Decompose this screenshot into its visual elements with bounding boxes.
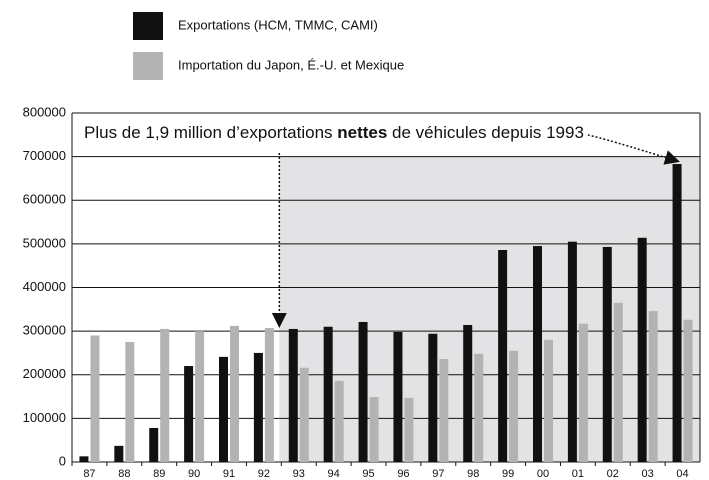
legend-label: Exportations (HCM, TMMC, CAMI) bbox=[178, 17, 378, 32]
bar bbox=[602, 246, 612, 462]
bar bbox=[264, 328, 274, 462]
bar bbox=[648, 311, 658, 462]
bar bbox=[230, 325, 239, 462]
x-tick-label: 93 bbox=[293, 468, 305, 480]
bar bbox=[149, 427, 159, 462]
x-tick-label: 02 bbox=[607, 468, 619, 480]
legend-label: Importation du Japon, É.-U. et Mexique bbox=[178, 57, 404, 72]
bar bbox=[428, 333, 438, 462]
bar bbox=[474, 353, 484, 462]
x-tick-label: 97 bbox=[432, 468, 444, 480]
bar bbox=[114, 445, 124, 462]
y-tick-label: 800000 bbox=[23, 104, 66, 119]
bar bbox=[288, 328, 298, 462]
bar bbox=[509, 350, 519, 462]
x-tick-label: 90 bbox=[188, 468, 200, 480]
x-tick-label: 96 bbox=[397, 468, 409, 480]
bar bbox=[463, 325, 473, 462]
bar bbox=[672, 164, 682, 462]
annotation-part: nettes bbox=[337, 123, 387, 142]
annotation-part: Plus de 1,9 million d’exportations bbox=[84, 123, 337, 142]
y-tick-label: 100000 bbox=[23, 410, 66, 425]
x-tick-label: 92 bbox=[258, 468, 270, 480]
bar bbox=[498, 249, 508, 462]
bar bbox=[253, 352, 263, 462]
annotation: Plus de 1,9 million d’exportations nette… bbox=[84, 123, 584, 142]
x-tick-label: 89 bbox=[153, 468, 165, 480]
bar bbox=[578, 323, 588, 462]
x-tick-label: 94 bbox=[328, 468, 340, 480]
bar bbox=[195, 331, 205, 462]
bar bbox=[358, 321, 368, 462]
legend-swatch bbox=[133, 12, 163, 40]
bar bbox=[567, 241, 577, 462]
x-tick-label: 88 bbox=[118, 468, 130, 480]
x-tick-label: 04 bbox=[676, 468, 688, 480]
bar bbox=[184, 366, 194, 462]
bar bbox=[369, 396, 379, 462]
bar bbox=[544, 339, 553, 462]
bar bbox=[613, 302, 623, 462]
bar bbox=[79, 456, 89, 462]
y-tick-label: 300000 bbox=[23, 323, 66, 338]
bar bbox=[125, 342, 135, 462]
x-tick-label: 87 bbox=[83, 468, 95, 480]
x-tick-label: 95 bbox=[362, 468, 374, 480]
x-tick-label: 91 bbox=[223, 468, 235, 480]
bar bbox=[533, 246, 542, 462]
bar bbox=[393, 331, 403, 462]
x-tick-label: 00 bbox=[537, 468, 549, 480]
annotation-part: de véhicules depuis 1993 bbox=[387, 123, 584, 142]
y-tick-label: 500000 bbox=[23, 235, 66, 250]
y-tick-label: 200000 bbox=[23, 366, 66, 381]
highlight-region bbox=[279, 156, 700, 462]
bar bbox=[90, 335, 100, 462]
x-tick-label: 98 bbox=[467, 468, 479, 480]
x-tick-label: 03 bbox=[642, 468, 654, 480]
bar bbox=[160, 328, 170, 462]
bar bbox=[404, 397, 414, 462]
y-tick-label: 700000 bbox=[23, 148, 66, 163]
y-tick-label: 600000 bbox=[23, 192, 66, 207]
bar bbox=[219, 356, 228, 462]
bar bbox=[299, 367, 309, 462]
bar bbox=[334, 380, 344, 462]
bar bbox=[683, 319, 693, 462]
bar bbox=[637, 237, 647, 462]
annotation-box bbox=[78, 119, 590, 147]
y-tick-label: 0 bbox=[59, 453, 66, 468]
bar bbox=[439, 359, 449, 462]
y-tick-label: 400000 bbox=[23, 279, 66, 294]
legend-swatch bbox=[133, 52, 163, 80]
bar bbox=[323, 326, 333, 462]
x-tick-label: 01 bbox=[572, 468, 584, 480]
x-tick-label: 99 bbox=[502, 468, 514, 480]
